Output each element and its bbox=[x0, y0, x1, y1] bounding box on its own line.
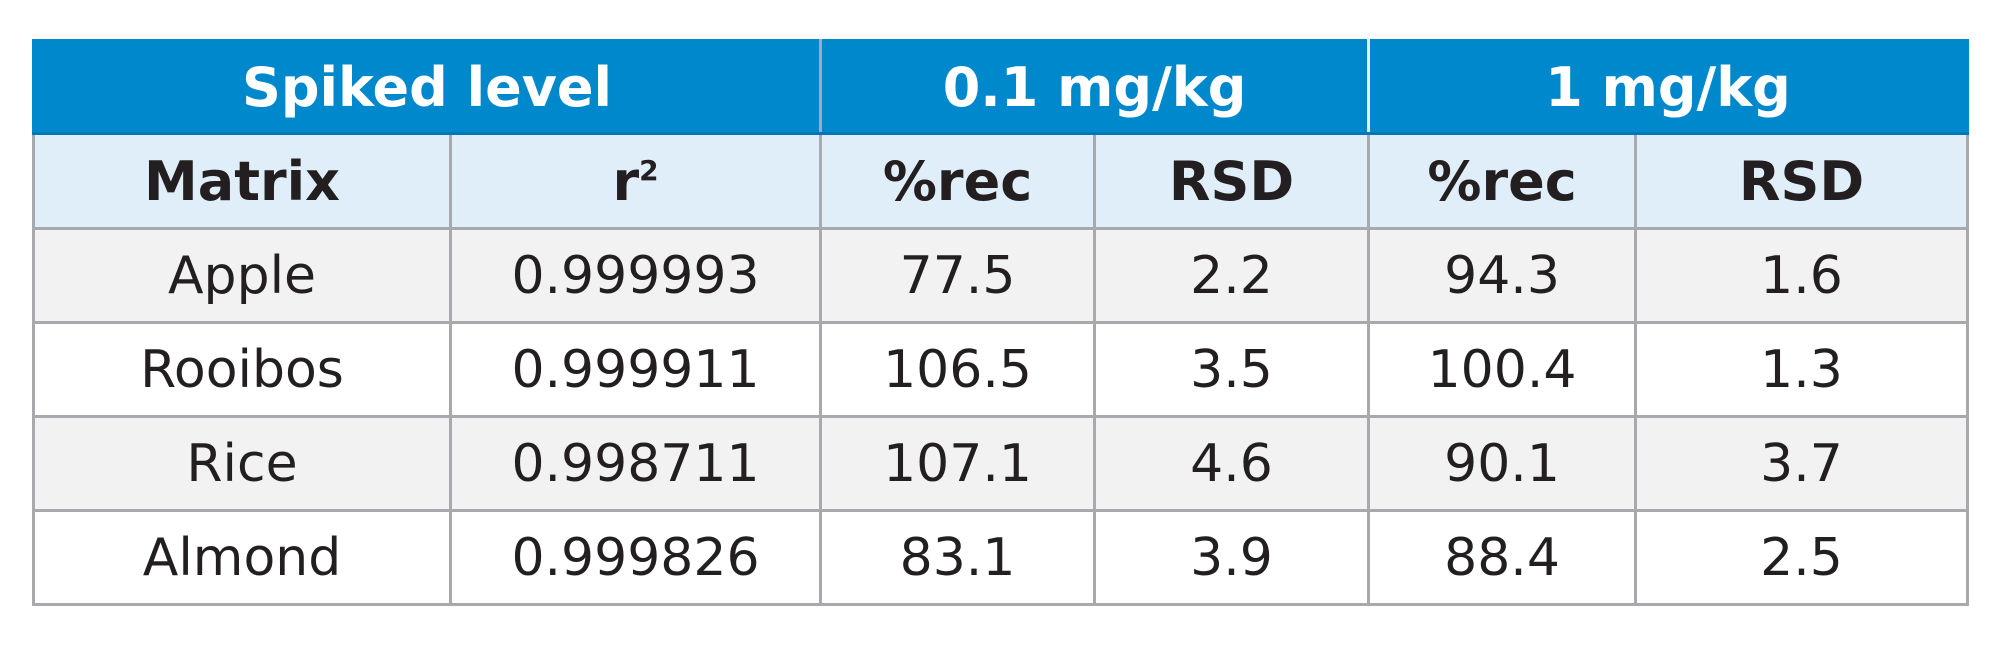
cell-rsd-0-1: 4.6 bbox=[1093, 415, 1371, 512]
cell-matrix: Apple bbox=[32, 227, 452, 324]
cell-rsd-0-1: 3.5 bbox=[1093, 321, 1371, 418]
header-r-superscript: 2 bbox=[639, 153, 659, 187]
cell-rec-1: 88.4 bbox=[1367, 509, 1638, 606]
recovery-table: Spiked level 0.1 mg/kg 1 mg/kg Matrix r2… bbox=[31, 39, 1970, 606]
header-rec-0-1: %rec bbox=[819, 132, 1097, 230]
header-r-base: r bbox=[612, 149, 640, 213]
cell-rec-0-1: 106.5 bbox=[819, 321, 1097, 418]
header-rec-1: %rec bbox=[1367, 132, 1638, 230]
cell-r-squared: 0.999911 bbox=[448, 321, 823, 418]
column-header-row: Matrix r2 %rec RSD %rec RSD bbox=[32, 132, 1970, 230]
header-matrix: Matrix bbox=[32, 132, 452, 230]
cell-rsd-1: 2.5 bbox=[1634, 509, 1970, 606]
cell-rec-0-1: 107.1 bbox=[819, 415, 1097, 512]
table-row: Apple 0.999993 77.5 2.2 94.3 1.6 bbox=[32, 227, 1970, 324]
cell-matrix: Rice bbox=[32, 415, 452, 512]
cell-rsd-1: 3.7 bbox=[1634, 415, 1970, 512]
cell-r-squared: 0.999826 bbox=[448, 509, 823, 606]
table-row: Rice 0.998711 107.1 4.6 90.1 3.7 bbox=[32, 415, 1970, 512]
cell-rsd-1: 1.3 bbox=[1634, 321, 1970, 418]
cell-rec-0-1: 83.1 bbox=[819, 509, 1097, 606]
spiked-level-header-row: Spiked level 0.1 mg/kg 1 mg/kg bbox=[31, 39, 1970, 135]
header-spiked-level: Spiked level bbox=[31, 39, 823, 135]
header-level-0-1: 0.1 mg/kg bbox=[819, 39, 1371, 135]
cell-r-squared: 0.999993 bbox=[448, 227, 823, 324]
table-row: Almond 0.999826 83.1 3.9 88.4 2.5 bbox=[32, 509, 1970, 606]
cell-rec-0-1: 77.5 bbox=[819, 227, 1097, 324]
header-r-squared: r2 bbox=[448, 132, 823, 230]
header-rsd-1: RSD bbox=[1634, 132, 1970, 230]
header-rsd-0-1: RSD bbox=[1093, 132, 1371, 230]
cell-rsd-0-1: 2.2 bbox=[1093, 227, 1371, 324]
cell-r-squared: 0.998711 bbox=[448, 415, 823, 512]
cell-matrix: Rooibos bbox=[32, 321, 452, 418]
cell-rec-1: 100.4 bbox=[1367, 321, 1638, 418]
header-level-1: 1 mg/kg bbox=[1367, 39, 1970, 135]
cell-rsd-0-1: 3.9 bbox=[1093, 509, 1371, 606]
table-row: Rooibos 0.999911 106.5 3.5 100.4 1.3 bbox=[32, 321, 1970, 418]
cell-rec-1: 94.3 bbox=[1367, 227, 1638, 324]
cell-matrix: Almond bbox=[32, 509, 452, 606]
cell-rsd-1: 1.6 bbox=[1634, 227, 1970, 324]
cell-rec-1: 90.1 bbox=[1367, 415, 1638, 512]
